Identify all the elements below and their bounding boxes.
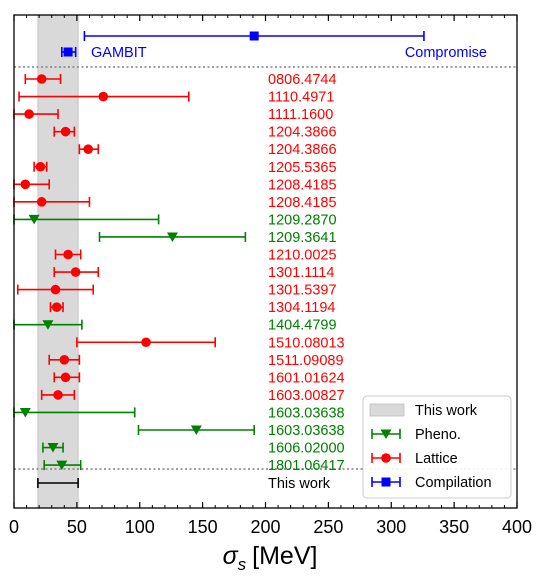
reference-label: 1404.4799 xyxy=(268,318,337,334)
data-point xyxy=(36,197,47,207)
data-point xyxy=(51,302,62,312)
data-point xyxy=(63,249,73,260)
data-point xyxy=(42,320,54,330)
x-axis-title-unit: [MeV] xyxy=(252,542,317,570)
x-tick-label: 350 xyxy=(439,517,469,537)
reference-label: 1601.01624 xyxy=(268,370,345,386)
x-tick-label: 200 xyxy=(250,517,280,537)
reference-label: 1603.03638 xyxy=(268,423,345,439)
reference-label: 1801.06417 xyxy=(268,458,345,474)
reference-label: 1209.2870 xyxy=(268,212,337,228)
reference-label: 1111.1600 xyxy=(268,107,333,123)
data-point xyxy=(50,284,61,295)
data-point xyxy=(35,161,46,172)
reference-label: 1304.1194 xyxy=(268,300,335,316)
x-axis-title-symbol: σ xyxy=(223,542,239,570)
compilation-label: GAMBIT xyxy=(91,45,147,61)
x-tick-label: 50 xyxy=(67,517,87,537)
data-point xyxy=(19,407,31,418)
x-axis-title-subscript: s xyxy=(238,555,247,574)
reference-label: 1301.5397 xyxy=(268,283,337,299)
data-point xyxy=(36,74,47,84)
reference-label: 1205.5365 xyxy=(268,160,337,176)
compilation-marker xyxy=(63,47,73,57)
data-point xyxy=(190,425,202,435)
legend-marker xyxy=(380,429,392,439)
data-point xyxy=(53,390,63,400)
legend-marker xyxy=(381,453,391,463)
reference-label: 1510.08013 xyxy=(268,335,345,351)
data-point xyxy=(83,144,93,154)
x-axis: 0 50 100 150 200 250 300 350 400 xyxy=(9,14,532,537)
x-tick-label: 300 xyxy=(376,517,406,537)
legend-box xyxy=(362,395,512,499)
legend: This work Pheno. Lattice Compilation xyxy=(362,395,512,499)
this-work-label: This work xyxy=(268,476,331,492)
data-point xyxy=(47,443,59,453)
this-work-errorbar xyxy=(37,478,79,488)
legend-label: Lattice xyxy=(415,451,458,467)
reference-label: 1606.02000 xyxy=(268,441,345,457)
data-point xyxy=(60,126,71,137)
reference-label: 1209.3641 xyxy=(268,230,337,246)
reference-label: 1603.03638 xyxy=(268,405,345,421)
reference-label: 1208.4185 xyxy=(268,195,337,211)
data-point xyxy=(20,179,31,190)
data-point xyxy=(98,91,109,102)
data-point xyxy=(56,460,68,471)
data-point xyxy=(24,109,34,119)
data-point xyxy=(60,372,71,383)
reference-label: 0806.4744 xyxy=(268,72,337,88)
legend-label: This work xyxy=(415,403,478,419)
compilation-label: Compromise xyxy=(405,45,487,61)
reference-label: 1204.3866 xyxy=(268,125,337,141)
reference-label: 1210.0025 xyxy=(268,248,337,264)
legend-marker xyxy=(381,477,391,487)
data-point xyxy=(70,267,81,277)
legend-label: Pheno. xyxy=(415,427,461,443)
x-tick-label: 100 xyxy=(125,517,155,537)
reference-label: 1208.4185 xyxy=(268,177,337,193)
reference-label: 1110.4971 xyxy=(268,90,334,106)
legend-swatch-band xyxy=(369,403,405,417)
x-tick-label: 400 xyxy=(502,517,532,537)
reference-label: 1603.00827 xyxy=(268,388,345,404)
reference-label: 1511.09089 xyxy=(268,353,344,369)
x-tick-label: 250 xyxy=(313,517,343,537)
reference-label: 1301.1114 xyxy=(268,265,334,281)
data-point xyxy=(59,355,70,365)
x-tick-label: 0 xyxy=(9,517,19,537)
x-tick-label: 150 xyxy=(188,517,218,537)
plot-area: GAMBIT Compromise 0806.4744 1110.49711111.1… xyxy=(13,14,517,509)
x-axis-title: σs [MeV] xyxy=(223,542,318,574)
compilation-marker xyxy=(249,31,259,41)
data-point xyxy=(166,232,178,242)
this-work-band xyxy=(37,14,79,509)
data-point xyxy=(141,337,151,348)
data-point xyxy=(28,214,40,225)
legend-label: Compilation xyxy=(415,475,492,491)
reference-label: 1204.3866 xyxy=(268,142,337,158)
